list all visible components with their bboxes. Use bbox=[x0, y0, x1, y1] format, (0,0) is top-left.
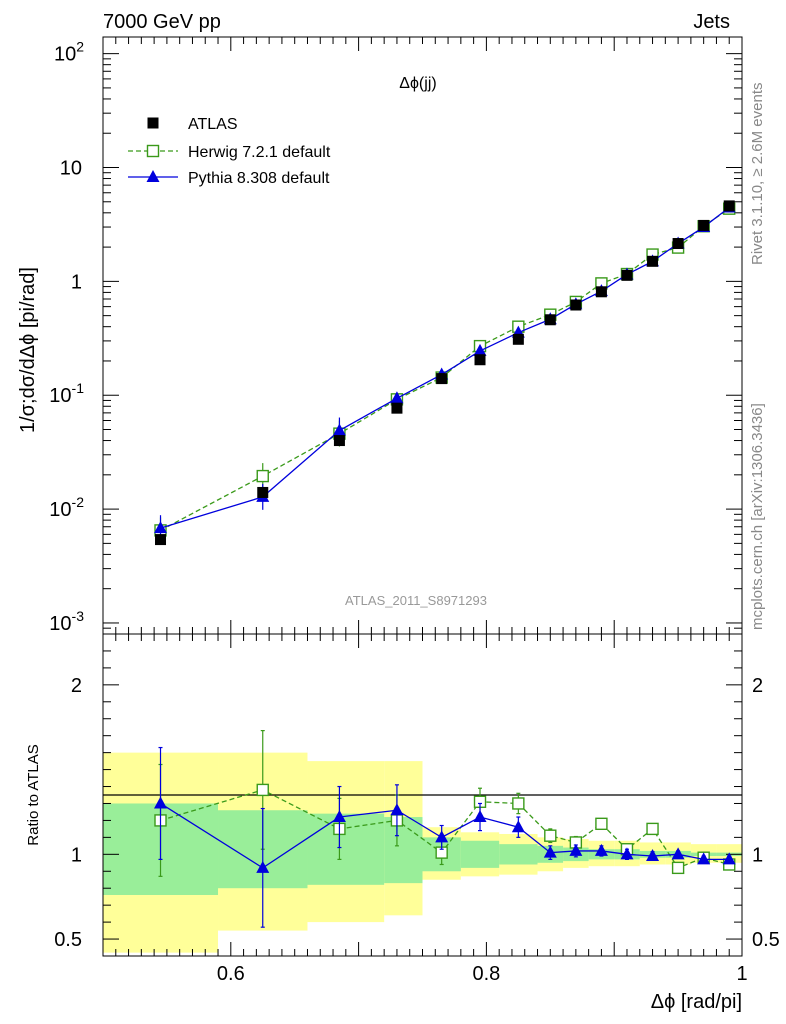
ratio-point bbox=[594, 843, 608, 856]
ratio-point bbox=[671, 847, 685, 860]
legend-marker bbox=[147, 117, 159, 129]
legend-marker bbox=[146, 144, 160, 158]
ratio-band-inner bbox=[384, 817, 423, 884]
series-line bbox=[160, 208, 730, 531]
x-tick-label: 1 bbox=[736, 963, 747, 985]
data-point bbox=[595, 286, 607, 298]
ratio-point bbox=[722, 852, 736, 865]
main-panel: 10-3 10-2 10-1 1 10 102 Δϕ(jj) ATLAS_2011_S89… bbox=[17, 36, 743, 635]
legend-marker bbox=[146, 170, 160, 182]
data-point bbox=[332, 423, 346, 436]
ratio-point bbox=[332, 810, 346, 823]
data-point bbox=[672, 238, 684, 250]
data-point bbox=[256, 469, 269, 483]
legend-label: Herwig 7.2.1 default bbox=[188, 144, 331, 161]
ratio-tick-label-right: 2 bbox=[752, 675, 763, 697]
watermark: ATLAS_2011_S8971293 bbox=[345, 593, 487, 608]
ratio-frame bbox=[102, 633, 743, 957]
data-point bbox=[544, 314, 556, 326]
ratio-bands bbox=[103, 752, 742, 953]
ratio-point bbox=[473, 810, 487, 823]
header-right: Jets bbox=[693, 11, 730, 33]
x-tick-label: 0.8 bbox=[472, 963, 500, 985]
ratio-series bbox=[154, 729, 736, 928]
x-tick-label: 0.6 bbox=[217, 963, 245, 985]
side-label-top: Rivet 3.1.10, ≥ 2.6M events bbox=[749, 83, 766, 266]
y-tick-label: 10-2 bbox=[49, 494, 84, 521]
plot-title: Δϕ(jj) bbox=[399, 75, 436, 92]
ratio-band-inner bbox=[307, 813, 385, 885]
header-left: 7000 GeV pp bbox=[103, 11, 221, 33]
legend-label: Pythia 8.308 default bbox=[188, 170, 330, 187]
ratio-tick-label-left: 1 bbox=[71, 844, 82, 866]
ratio-tick-label-left: 2 bbox=[71, 675, 82, 697]
legend-label: ATLAS bbox=[188, 116, 238, 133]
y-tick-label: 10-1 bbox=[49, 380, 84, 407]
ratio-axis-ticks: 0.6 0.8 10.5 0.51 12 2 bbox=[54, 633, 780, 985]
y-tick-label: 10-3 bbox=[49, 608, 84, 635]
main-series bbox=[154, 200, 736, 546]
data-point bbox=[154, 521, 168, 534]
ratio-point bbox=[435, 830, 449, 843]
ratio-point bbox=[390, 803, 404, 816]
ratio-band-inner bbox=[499, 844, 538, 865]
data-point bbox=[436, 373, 448, 385]
ratio-point bbox=[511, 820, 525, 833]
ratio-point bbox=[697, 852, 711, 865]
data-point bbox=[647, 255, 659, 267]
data-point bbox=[474, 354, 486, 366]
data-point bbox=[512, 333, 524, 345]
ratio-point bbox=[544, 829, 557, 842]
data-point bbox=[333, 435, 345, 447]
series-line bbox=[160, 207, 730, 529]
data-point bbox=[473, 343, 487, 356]
data-point bbox=[698, 219, 710, 231]
ratio-point bbox=[154, 796, 168, 809]
legend: ATLAS Herwig 7.2.1 default Pythia 8.308 de… bbox=[128, 116, 331, 187]
y-tick-label: 10 bbox=[60, 158, 82, 180]
ratio-tick-label-right: 1 bbox=[752, 844, 763, 866]
ratio-point bbox=[646, 849, 660, 862]
ratio-point bbox=[256, 860, 270, 873]
ratio-panel: 0.6 0.8 10.5 0.51 12 2 Ratio to ATLAS bbox=[25, 633, 780, 985]
y-axis-label: 1/σ;dσ/dΔϕ [pi/rad] bbox=[17, 267, 39, 433]
x-axis-label: Δϕ [rad/pi] bbox=[651, 991, 742, 1013]
data-point bbox=[723, 200, 735, 212]
y-tick-label: 102 bbox=[54, 39, 84, 66]
ratio-point bbox=[256, 783, 269, 797]
y-tick-label: 1 bbox=[71, 271, 82, 293]
ratio-point bbox=[512, 797, 525, 810]
ratio-point bbox=[671, 861, 685, 875]
ratio-tick-label-left: 0.5 bbox=[54, 929, 82, 951]
ratio-point bbox=[543, 845, 557, 858]
data-point bbox=[390, 391, 404, 404]
ratio-tick-label-right: 0.5 bbox=[752, 929, 780, 951]
ratio-point bbox=[595, 817, 608, 831]
data-point bbox=[155, 534, 167, 546]
data-point bbox=[257, 486, 269, 498]
data-point bbox=[391, 402, 403, 414]
ratio-y-axis-label: Ratio to ATLAS bbox=[25, 744, 42, 845]
ratio-band-inner bbox=[460, 840, 500, 868]
data-point bbox=[570, 299, 582, 311]
side-label-bottom: mcplots.cern.ch [arXiv:1306.3436] bbox=[749, 403, 766, 630]
ratio-point bbox=[646, 822, 659, 836]
ratio-point bbox=[620, 847, 634, 860]
data-point bbox=[621, 269, 633, 281]
ratio-point bbox=[569, 843, 583, 856]
